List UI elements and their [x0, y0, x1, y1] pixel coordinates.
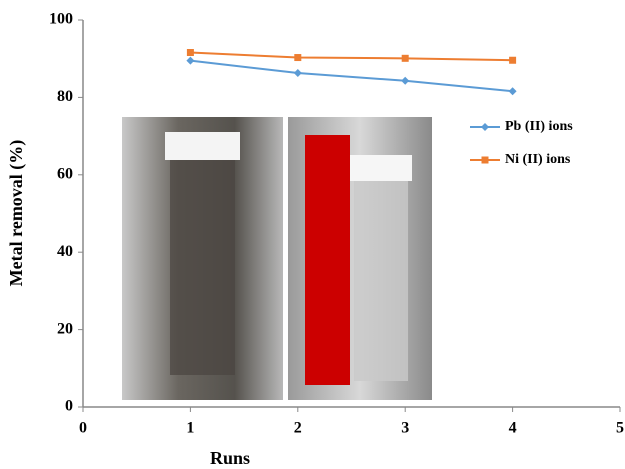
- point: [293, 69, 302, 78]
- cuvette-cap: [165, 132, 240, 160]
- point: [509, 56, 517, 64]
- point: [481, 123, 489, 131]
- red-block: [305, 135, 350, 385]
- inset-photos: [122, 117, 432, 400]
- series-line: [190, 59, 513, 93]
- point: [401, 76, 410, 85]
- point: [481, 156, 489, 164]
- series-line: [190, 51, 513, 62]
- point: [294, 54, 302, 62]
- y-tick-label: 60: [57, 165, 73, 182]
- x-tick-label: 1: [186, 420, 194, 437]
- y-tick-label: 40: [57, 243, 73, 260]
- y-tick-label: 80: [57, 88, 73, 105]
- x-tick-label: 0: [79, 420, 87, 437]
- x-tick-label: 4: [509, 420, 517, 437]
- cuvette-cap: [350, 155, 412, 181]
- y-axis-title: Metal removal (%): [6, 140, 27, 287]
- x-tick-label: 2: [294, 420, 302, 437]
- x-axis-title: Runs: [210, 448, 250, 468]
- y-tick-label: 100: [49, 11, 73, 28]
- point: [186, 49, 194, 57]
- cuvette: [354, 181, 408, 381]
- x-tick-label: 5: [616, 420, 624, 437]
- point: [186, 56, 195, 65]
- y-tick-label: 0: [65, 398, 73, 415]
- x-tick-label: 3: [401, 420, 409, 437]
- legend-label: Pb (II) ions: [505, 119, 573, 134]
- legend-label: Ni (II) ions: [505, 152, 571, 167]
- y-tick-label: 20: [57, 320, 73, 337]
- point: [401, 54, 409, 62]
- cuvette: [170, 160, 235, 375]
- point: [508, 87, 517, 96]
